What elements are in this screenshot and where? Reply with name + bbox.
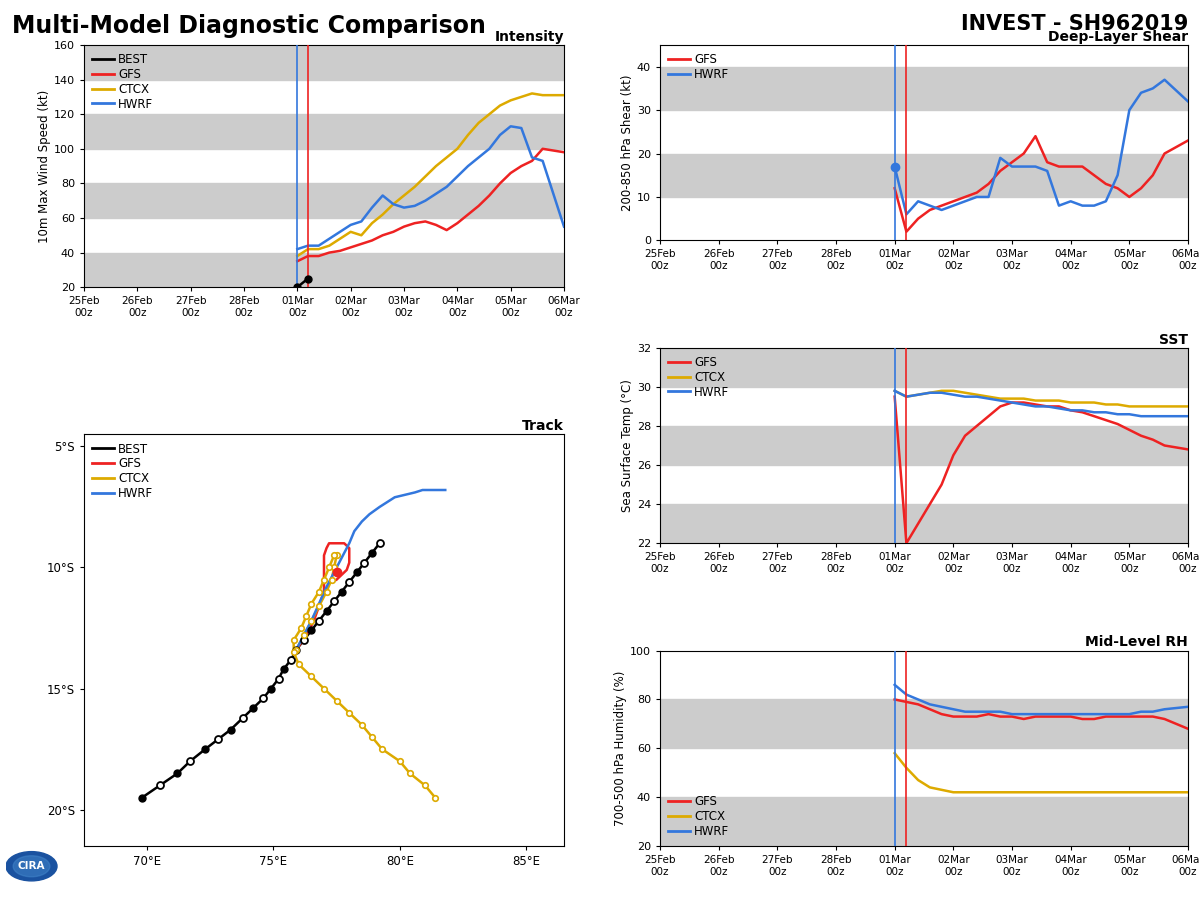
Y-axis label: 200-850 hPa Shear (kt): 200-850 hPa Shear (kt) xyxy=(622,75,634,211)
Bar xyxy=(84,253,564,287)
Text: SST: SST xyxy=(1159,333,1188,346)
Legend: GFS, CTCX, HWRF: GFS, CTCX, HWRF xyxy=(666,354,732,401)
Y-axis label: 700-500 hPa Humidity (%): 700-500 hPa Humidity (%) xyxy=(614,670,628,826)
Legend: BEST, GFS, CTCX, HWRF: BEST, GFS, CTCX, HWRF xyxy=(90,51,156,112)
Bar xyxy=(660,154,1188,197)
Bar xyxy=(84,184,564,218)
Text: INVEST - SH962019: INVEST - SH962019 xyxy=(961,14,1188,33)
Legend: GFS, HWRF: GFS, HWRF xyxy=(666,51,732,84)
Circle shape xyxy=(6,851,58,881)
Bar xyxy=(660,699,1188,748)
Bar xyxy=(84,45,564,79)
Y-axis label: Sea Surface Temp (°C): Sea Surface Temp (°C) xyxy=(620,379,634,512)
Text: Multi-Model Diagnostic Comparison: Multi-Model Diagnostic Comparison xyxy=(12,14,486,38)
Bar xyxy=(660,504,1188,544)
Text: Intensity: Intensity xyxy=(494,30,564,44)
Bar xyxy=(660,426,1188,465)
Bar xyxy=(84,114,564,148)
Circle shape xyxy=(13,856,50,877)
Text: Mid-Level RH: Mid-Level RH xyxy=(1085,635,1188,650)
Text: CIRA: CIRA xyxy=(18,861,46,871)
Text: Deep-Layer Shear: Deep-Layer Shear xyxy=(1048,30,1188,44)
Legend: BEST, GFS, CTCX, HWRF: BEST, GFS, CTCX, HWRF xyxy=(90,440,156,502)
Bar xyxy=(660,797,1188,846)
Bar xyxy=(660,67,1188,110)
Bar xyxy=(660,347,1188,387)
Text: Track: Track xyxy=(522,419,564,433)
Legend: GFS, CTCX, HWRF: GFS, CTCX, HWRF xyxy=(666,793,732,840)
Y-axis label: 10m Max Wind Speed (kt): 10m Max Wind Speed (kt) xyxy=(38,89,52,243)
